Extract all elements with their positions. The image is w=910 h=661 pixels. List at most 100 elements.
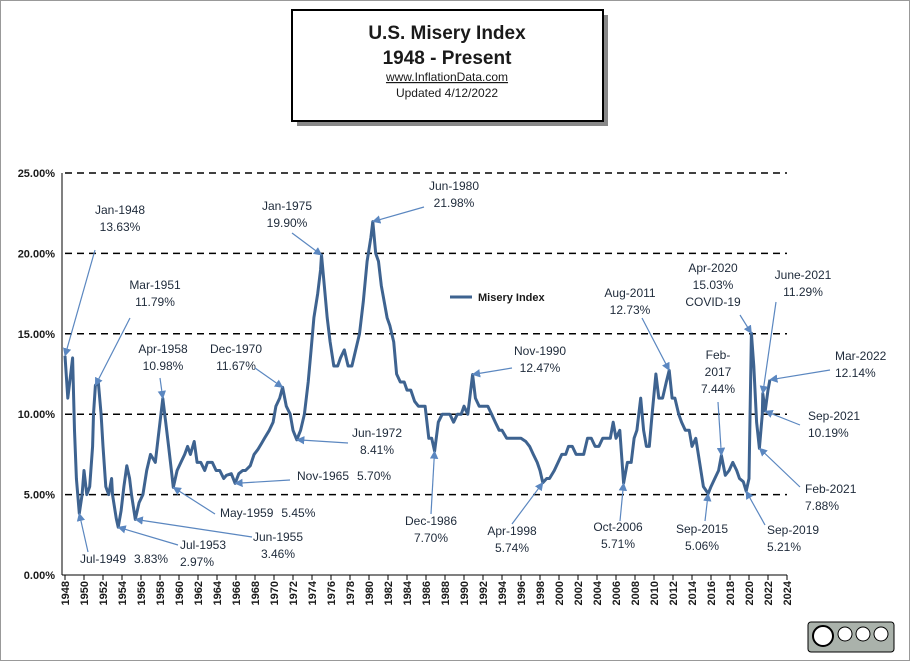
legend-label: Misery Index — [478, 292, 546, 304]
x-tick-label: 1954 — [117, 580, 129, 605]
x-tick-label: 2022 — [763, 581, 775, 605]
x-tick-label: 1964 — [212, 580, 224, 605]
x-tick-label: 1980 — [364, 581, 376, 605]
x-tick-label: 1950 — [79, 581, 91, 605]
x-tick-label: 2006 — [611, 581, 623, 605]
annotation-value: 11.79% — [135, 295, 175, 309]
annotation-label: Jun-1972 — [352, 426, 402, 440]
annotation: Nov-1965 5.70% — [297, 469, 391, 483]
annotation-value: 10.98% — [143, 359, 184, 373]
x-tick-label: 1990 — [459, 581, 471, 605]
annotation-value: 12.73% — [610, 303, 651, 317]
x-tick-label: 1994 — [497, 580, 509, 605]
annotation-label: Nov-1965 — [297, 469, 349, 483]
annotation-arrow — [716, 401, 726, 457]
y-tick-label: 20.00% — [18, 248, 56, 260]
x-tick-label: 2018 — [725, 581, 737, 605]
annotation-arrow — [703, 492, 712, 522]
annotation-label: Oct-2006 — [593, 520, 643, 534]
annotation-arrow — [511, 482, 544, 525]
x-tick-label: 1972 — [288, 581, 300, 605]
annotation-value: 15.03% — [693, 278, 734, 292]
x-tick-label: 2024 — [782, 580, 794, 605]
annotation-label: Jul-1953 — [180, 538, 226, 552]
updated: Updated 4/12/2022 — [396, 86, 498, 100]
x-tick-label: 2008 — [630, 581, 642, 605]
annotation-label: Mar-2022 — [835, 349, 887, 363]
annotation-value: 11.67% — [216, 359, 256, 373]
x-tick-label: 1956 — [136, 581, 148, 605]
x-tick-label: 2002 — [573, 581, 585, 605]
annotation-arrow — [758, 447, 801, 488]
annotation-arrow — [157, 377, 166, 400]
annotation-arrow — [371, 206, 425, 224]
annotation-arrow — [254, 367, 284, 388]
x-tick-label: 1958 — [155, 581, 167, 605]
x-tick-label: 2016 — [706, 581, 718, 605]
annotation-arrow — [764, 410, 801, 426]
annotation-note: COVID-19 — [685, 295, 741, 309]
annotation-value: 5.70% — [357, 469, 391, 483]
y-tick-label: 10.00% — [18, 409, 56, 421]
annotation-arrow — [641, 317, 670, 372]
x-tick-label: 1982 — [383, 581, 395, 605]
x-tick-label: 2020 — [744, 581, 756, 605]
x-tick-label: 2014 — [687, 580, 699, 605]
annotation-value: 7.70% — [414, 531, 448, 545]
annotation-label: June-2021 — [775, 268, 832, 282]
annotation-label: Feb-2021 — [805, 482, 857, 496]
y-tick-label: 15.00% — [18, 329, 56, 341]
chart-title: U.S. Misery Index — [368, 23, 526, 44]
annotation-arrow — [739, 314, 752, 335]
y-tick-label: 5.00% — [24, 490, 55, 502]
x-tick-label: 1992 — [478, 581, 490, 605]
annotation-arrow — [471, 367, 513, 378]
annotation-arrow — [134, 516, 253, 538]
annotation-value: 12.14% — [835, 366, 876, 380]
x-tick-label: 1966 — [231, 581, 243, 605]
annotation-label: Sep-2021 — [808, 409, 860, 423]
annotation-value: 5.74% — [495, 541, 529, 555]
annotation-value: 13.63% — [100, 220, 141, 234]
x-tick-label: 2000 — [554, 581, 566, 605]
annotation-label: Jun-1980 — [429, 179, 479, 193]
x-tick-label: 1976 — [326, 581, 338, 605]
annotation-label: Jan-1975 — [262, 199, 312, 213]
annotation-value: 10.19% — [808, 426, 849, 440]
x-tick-label: 1968 — [250, 581, 262, 605]
x-tick-label: 2010 — [649, 581, 661, 605]
x-tick-label: 2012 — [668, 581, 680, 605]
annotation-label: Dec-1970 — [210, 342, 262, 356]
annotation: May-1959 5.45% — [220, 506, 316, 520]
x-tick-label: 1978 — [345, 581, 357, 605]
annotation-value: 7.44% — [701, 382, 735, 396]
annotation-value: 5.45% — [281, 506, 315, 520]
annotation-label: Jan-1948 — [95, 203, 145, 217]
annotation-label: Aug-2011 — [604, 286, 655, 300]
annotation-arrow — [295, 436, 349, 445]
annotation-arrow — [117, 525, 179, 546]
annotation-label: Feb- — [706, 348, 731, 362]
x-tick-label: 1960 — [174, 581, 186, 605]
x-tick-label: 2004 — [592, 580, 604, 605]
annotation-value: 5.06% — [685, 539, 719, 553]
annotation-arrow — [234, 478, 291, 488]
series-line — [63, 220, 772, 529]
title-box — [291, 9, 604, 122]
annotation-label: Apr-1958 — [138, 342, 188, 356]
annotation-arrow — [759, 301, 777, 395]
source: www.InflationData.com — [385, 70, 508, 84]
annotation-label: Sep-2019 — [767, 523, 819, 537]
annotation-arrow — [94, 317, 131, 387]
annotation-arrow — [618, 482, 628, 522]
annotation-label: Mar-1951 — [129, 278, 181, 292]
annotation-label: Apr-1998 — [487, 524, 537, 538]
cc-badge — [807, 621, 895, 653]
annotation-arrow — [63, 249, 96, 357]
annotation-label: Dec-1986 — [405, 514, 457, 528]
annotation: Jul-1949 3.83% — [80, 552, 168, 566]
annotation-label: Sep-2015 — [676, 522, 728, 536]
x-tick-label: 1996 — [516, 581, 528, 605]
annotation-label: Jul-1949 — [80, 552, 126, 566]
